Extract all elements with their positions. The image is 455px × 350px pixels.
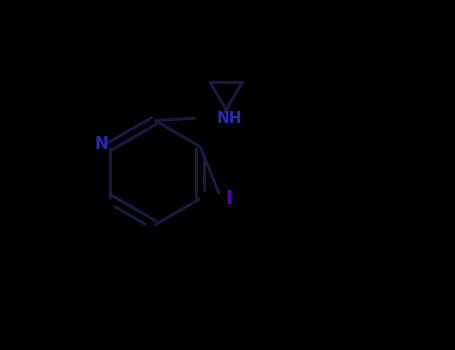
Text: N: N [94,135,108,153]
Text: I: I [225,189,232,208]
Text: NH: NH [216,111,242,126]
